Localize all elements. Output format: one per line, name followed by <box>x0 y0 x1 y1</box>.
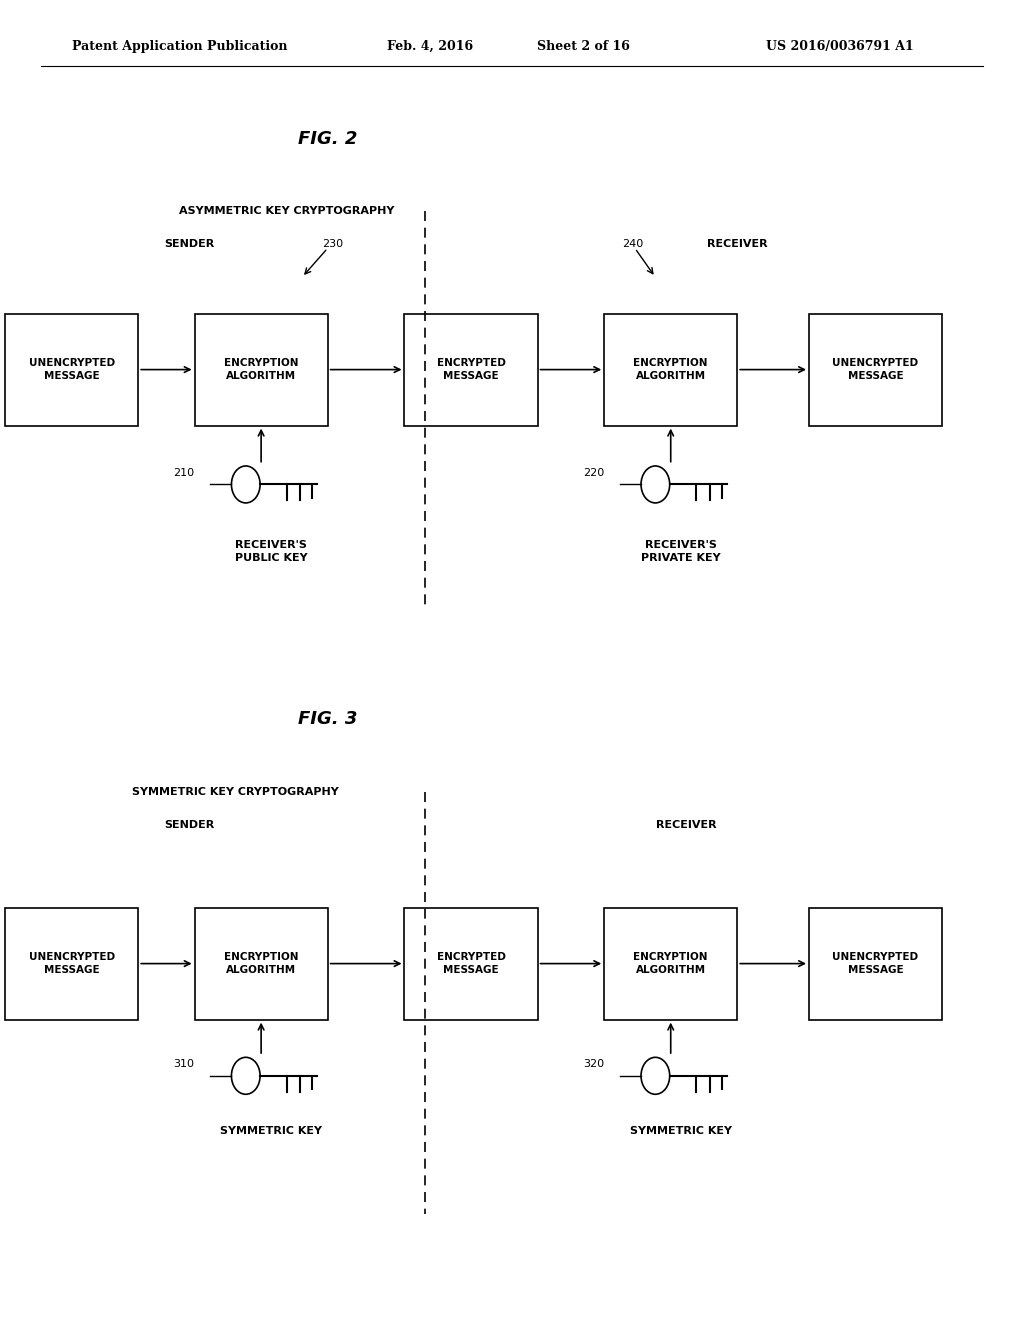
Text: ENCRYPTION
ALGORITHM: ENCRYPTION ALGORITHM <box>634 952 708 975</box>
Text: 220: 220 <box>583 467 604 478</box>
FancyBboxPatch shape <box>809 908 942 1019</box>
FancyBboxPatch shape <box>604 908 737 1019</box>
FancyBboxPatch shape <box>195 908 328 1019</box>
Text: ASYMMETRIC KEY CRYPTOGRAPHY: ASYMMETRIC KEY CRYPTOGRAPHY <box>179 206 394 216</box>
Text: UNENCRYPTED
MESSAGE: UNENCRYPTED MESSAGE <box>833 358 919 381</box>
Text: 320: 320 <box>583 1059 604 1069</box>
Text: Patent Application Publication: Patent Application Publication <box>72 40 287 53</box>
Text: 310: 310 <box>173 1059 195 1069</box>
Text: UNENCRYPTED
MESSAGE: UNENCRYPTED MESSAGE <box>29 952 115 975</box>
Text: FIG. 2: FIG. 2 <box>298 129 357 148</box>
Text: Feb. 4, 2016: Feb. 4, 2016 <box>387 40 473 53</box>
Text: SYMMETRIC KEY: SYMMETRIC KEY <box>630 1126 732 1137</box>
Text: SENDER: SENDER <box>164 820 215 830</box>
Text: ENCRYPTION
ALGORITHM: ENCRYPTION ALGORITHM <box>224 952 298 975</box>
Text: Sheet 2 of 16: Sheet 2 of 16 <box>538 40 630 53</box>
Text: ENCRYPTED
MESSAGE: ENCRYPTED MESSAGE <box>436 952 506 975</box>
Text: 210: 210 <box>173 467 195 478</box>
FancyBboxPatch shape <box>195 314 328 425</box>
Text: ENCRYPTION
ALGORITHM: ENCRYPTION ALGORITHM <box>224 358 298 381</box>
Text: RECEIVER'S
PUBLIC KEY: RECEIVER'S PUBLIC KEY <box>236 540 307 564</box>
Text: FIG. 3: FIG. 3 <box>298 710 357 729</box>
Text: RECEIVER: RECEIVER <box>655 820 717 830</box>
FancyBboxPatch shape <box>5 908 138 1019</box>
Text: US 2016/0036791 A1: US 2016/0036791 A1 <box>766 40 913 53</box>
Text: ENCRYPTED
MESSAGE: ENCRYPTED MESSAGE <box>436 358 506 381</box>
FancyBboxPatch shape <box>604 314 737 425</box>
Text: RECEIVER'S
PRIVATE KEY: RECEIVER'S PRIVATE KEY <box>641 540 721 564</box>
Text: SYMMETRIC KEY CRYPTOGRAPHY: SYMMETRIC KEY CRYPTOGRAPHY <box>132 787 339 797</box>
Text: SYMMETRIC KEY: SYMMETRIC KEY <box>220 1126 323 1137</box>
Text: 230: 230 <box>323 239 344 249</box>
Text: SENDER: SENDER <box>164 239 215 249</box>
Text: UNENCRYPTED
MESSAGE: UNENCRYPTED MESSAGE <box>29 358 115 381</box>
FancyBboxPatch shape <box>5 314 138 425</box>
Text: ENCRYPTION
ALGORITHM: ENCRYPTION ALGORITHM <box>634 358 708 381</box>
FancyBboxPatch shape <box>809 314 942 425</box>
Text: RECEIVER: RECEIVER <box>707 239 768 249</box>
Text: UNENCRYPTED
MESSAGE: UNENCRYPTED MESSAGE <box>833 952 919 975</box>
FancyBboxPatch shape <box>404 908 538 1019</box>
Text: 240: 240 <box>623 239 644 249</box>
FancyBboxPatch shape <box>404 314 538 425</box>
